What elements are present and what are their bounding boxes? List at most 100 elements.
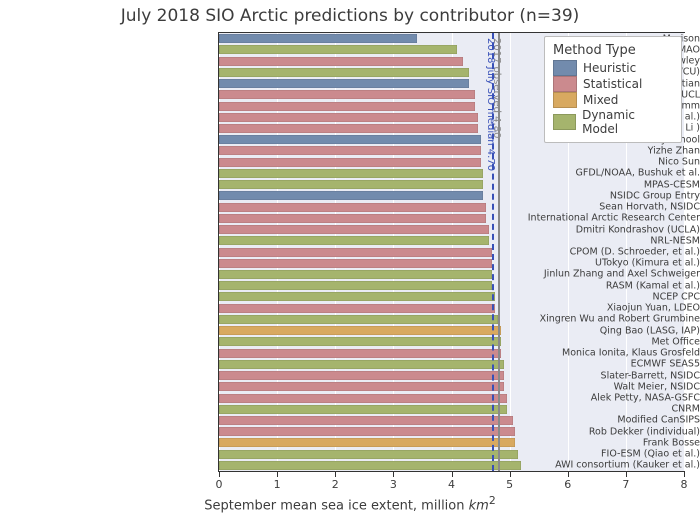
bar xyxy=(219,146,481,155)
bar xyxy=(219,292,495,301)
x-tick-label: 0 xyxy=(216,478,223,491)
y-tick-label: Nico Sun xyxy=(488,157,700,168)
bar xyxy=(219,337,501,346)
bar xyxy=(219,90,475,99)
y-tick-label: AWI consortium (Kauker et al.) xyxy=(488,460,700,471)
bar xyxy=(219,180,483,189)
legend-item: Statistical xyxy=(553,76,671,92)
bar xyxy=(219,416,513,425)
legend-swatch xyxy=(553,76,577,92)
x-tick-mark xyxy=(335,472,336,477)
x-tick-label: 6 xyxy=(564,478,571,491)
legend-swatch xyxy=(553,60,577,76)
y-tick-label: Xingren Wu and Robert Grumbine xyxy=(488,314,700,325)
y-tick-label: NRL-NESM xyxy=(488,235,700,246)
legend-label: Statistical xyxy=(583,77,642,91)
bar xyxy=(219,461,521,470)
x-tick-mark xyxy=(452,472,453,477)
bar xyxy=(219,259,492,268)
bar xyxy=(219,191,483,200)
bar xyxy=(219,68,469,77)
x-tick-mark xyxy=(277,472,278,477)
x-tick-label: 5 xyxy=(506,478,513,491)
bar xyxy=(219,281,492,290)
bar xyxy=(219,102,475,111)
y-tick-label: CPOM (D. Schroeder, et al.) xyxy=(488,247,700,258)
y-tick-label: Dmitri Kondrashov (UCLA) xyxy=(488,224,700,235)
y-tick-label: Slater-Barrett, NSIDC xyxy=(488,370,700,381)
legend-item: Mixed xyxy=(553,92,671,108)
x-tick-mark xyxy=(626,472,627,477)
bar xyxy=(219,427,515,436)
x-tick-mark xyxy=(510,472,511,477)
y-tick-label: Walt Meier, NSIDC xyxy=(488,381,700,392)
y-tick-label: Sean Horvath, NSIDC xyxy=(488,202,700,213)
y-tick-label: Rob Dekker (individual) xyxy=(488,426,700,437)
y-tick-label: Xiaojun Yuan, LDEO xyxy=(488,303,700,314)
bar xyxy=(219,34,417,43)
bar xyxy=(219,79,469,88)
y-tick-label: GFDL/NOAA, Bushuk et al. xyxy=(488,168,700,179)
bar xyxy=(219,371,504,380)
legend-label: Heuristic xyxy=(583,61,636,75)
bar xyxy=(219,315,498,324)
y-tick-label: Met Office xyxy=(488,336,700,347)
bar xyxy=(219,124,478,133)
bar xyxy=(219,57,463,66)
legend: Method Type Heuristic Statistical MixedDyna… xyxy=(544,36,682,143)
y-tick-label: FIO-ESM (Qiao et al.) xyxy=(488,449,700,460)
bar xyxy=(219,349,501,358)
bar xyxy=(219,214,486,223)
bar xyxy=(219,270,492,279)
x-tick-mark xyxy=(393,472,394,477)
legend-swatch xyxy=(553,114,576,130)
y-tick-label: ECMWF SEAS5 xyxy=(488,359,700,370)
bar xyxy=(219,113,478,122)
y-tick-label: RASM (Kamal et al.) xyxy=(488,280,700,291)
bar xyxy=(219,360,504,369)
x-axis-title: September mean sea ice extent, million k… xyxy=(0,494,700,513)
bar xyxy=(219,394,507,403)
x-tick-mark xyxy=(568,472,569,477)
bar xyxy=(219,236,489,245)
bar xyxy=(219,248,492,257)
bar xyxy=(219,450,518,459)
x-tick-label: 4 xyxy=(448,478,455,491)
reference-line-label: 2017 observed 4.80 xyxy=(491,38,502,138)
y-tick-label: Qing Bao (LASG, IAP) xyxy=(488,325,700,336)
y-tick-label: Jinlun Zhang and Axel Schweiger xyxy=(488,269,700,280)
legend-item: Dynamic Model xyxy=(553,108,671,136)
chart-title: July 2018 SIO Arctic predictions by cont… xyxy=(0,6,700,26)
y-tick-label: Monica Ionita, Klaus Grosfeld xyxy=(488,348,700,359)
bar xyxy=(219,382,504,391)
chart-frame: July 2018 SIO Arctic predictions by cont… xyxy=(0,0,700,509)
bar xyxy=(219,438,515,447)
x-tick-label: 2 xyxy=(332,478,339,491)
legend-title: Method Type xyxy=(553,43,671,58)
bar xyxy=(219,45,457,54)
legend-label: Dynamic Model xyxy=(582,108,671,136)
bar xyxy=(219,405,507,414)
x-tick-label: 7 xyxy=(622,478,629,491)
y-tick-label: UTokyo (Kimura et al.) xyxy=(488,258,700,269)
legend-swatch xyxy=(553,92,577,108)
bar xyxy=(219,169,483,178)
bar xyxy=(219,158,481,167)
bar xyxy=(219,304,495,313)
y-tick-label: Frank Bosse xyxy=(488,437,700,448)
y-tick-label: NSIDC Group Entry xyxy=(488,190,700,201)
x-tick-mark xyxy=(684,472,685,477)
x-tick-label: 1 xyxy=(274,478,281,491)
bar xyxy=(219,135,481,144)
y-tick-label: Yizhe Zhan xyxy=(488,145,700,156)
y-tick-label: Alek Petty, NASA-GSFC xyxy=(488,393,700,404)
y-tick-label: MPAS-CESM xyxy=(488,179,700,190)
x-tick-label: 8 xyxy=(681,478,688,491)
legend-item: Heuristic xyxy=(553,60,671,76)
legend-label: Mixed xyxy=(583,93,618,107)
y-tick-label: International Arctic Research Center xyxy=(488,213,700,224)
x-tick-mark xyxy=(219,472,220,477)
y-tick-label: CNRM xyxy=(488,404,700,415)
y-tick-label: Modified CanSIPS xyxy=(488,415,700,426)
x-tick-label: 3 xyxy=(390,478,397,491)
